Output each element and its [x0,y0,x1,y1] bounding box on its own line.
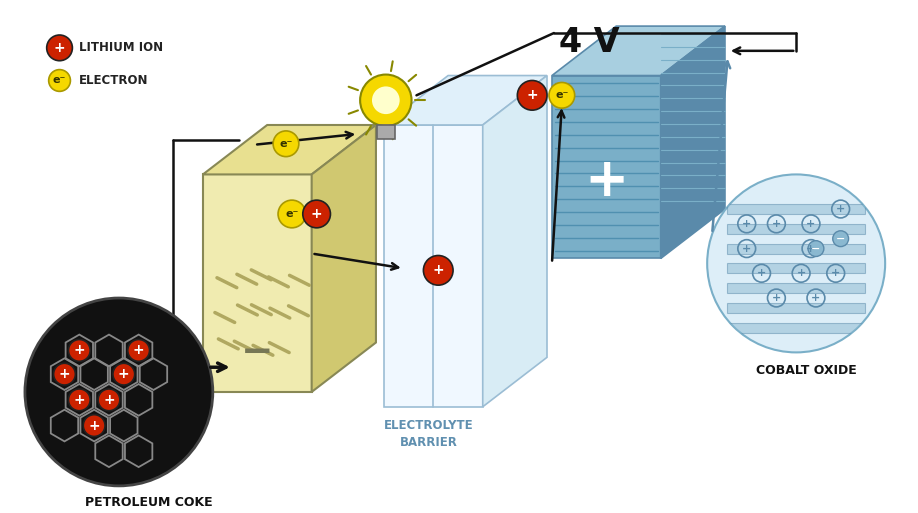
Polygon shape [552,26,725,75]
Text: +: + [797,268,806,278]
Polygon shape [727,323,866,332]
Circle shape [549,83,575,108]
Text: +: + [742,219,751,229]
Polygon shape [384,75,547,125]
Text: +: + [806,219,815,229]
Text: e⁻: e⁻ [285,209,298,219]
Text: −: − [836,234,845,244]
Polygon shape [312,125,376,392]
Polygon shape [203,125,376,174]
FancyBboxPatch shape [377,125,395,139]
Text: PETROLEUM COKE: PETROLEUM COKE [84,496,212,509]
Text: COBALT OXIDE: COBALT OXIDE [756,364,856,377]
Circle shape [423,255,453,285]
Text: e⁻: e⁻ [555,90,568,101]
Text: e⁻: e⁻ [53,75,66,86]
Text: +: + [772,219,781,229]
Circle shape [49,70,71,91]
Circle shape [518,81,547,110]
Text: +: + [742,244,751,253]
Text: +: + [812,293,821,303]
Circle shape [278,200,306,228]
Text: e⁻: e⁻ [279,139,293,149]
Circle shape [372,86,399,114]
Text: −: − [241,333,274,371]
Circle shape [113,363,135,385]
Text: BARRIER: BARRIER [399,437,457,449]
Text: +: + [772,293,781,303]
Text: +: + [73,343,85,358]
Polygon shape [552,75,661,259]
Circle shape [808,241,823,256]
Polygon shape [203,174,312,392]
Circle shape [360,74,411,126]
Text: ELECTROLYTE: ELECTROLYTE [384,419,473,431]
Text: ELECTRON: ELECTRON [79,74,149,87]
Text: +: + [311,207,322,221]
Text: +: + [54,41,65,55]
Circle shape [84,415,105,437]
Text: +: + [73,393,85,407]
Circle shape [53,363,75,385]
Polygon shape [727,303,866,313]
Polygon shape [727,283,866,293]
Text: LITHIUM ION: LITHIUM ION [79,42,163,54]
Text: +: + [118,367,129,381]
Polygon shape [727,263,866,273]
Text: +: + [133,343,144,358]
Circle shape [69,340,90,361]
Polygon shape [384,125,483,407]
Text: +: + [88,419,100,432]
Text: +: + [806,244,815,253]
Circle shape [47,35,73,61]
Text: +: + [584,155,629,207]
Text: +: + [526,88,538,102]
Circle shape [25,298,213,486]
Circle shape [303,200,330,228]
Circle shape [98,389,120,411]
Text: +: + [831,268,840,278]
Circle shape [274,131,299,156]
Text: +: + [432,263,444,278]
Circle shape [69,389,90,411]
Text: +: + [103,393,115,407]
Text: 4 V: 4 V [559,26,620,60]
Polygon shape [727,204,866,214]
Polygon shape [727,244,866,253]
Polygon shape [661,26,725,259]
Polygon shape [483,75,547,407]
Circle shape [128,340,150,361]
Polygon shape [727,224,866,234]
Text: +: + [836,204,845,214]
Circle shape [833,231,848,247]
Text: +: + [59,367,71,381]
Text: −: − [812,244,821,253]
Text: +: + [757,268,767,278]
Circle shape [707,174,885,352]
